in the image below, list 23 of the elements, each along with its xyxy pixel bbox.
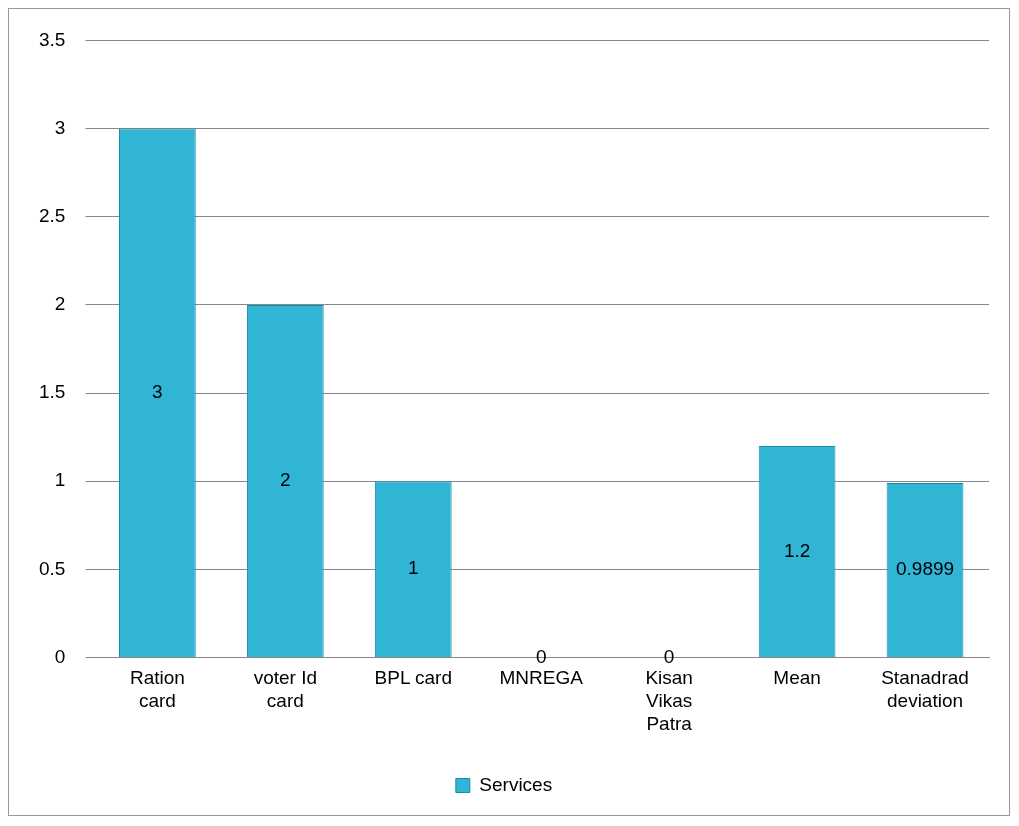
y-tick-label: 3.5 <box>38 28 66 50</box>
data-label: 0 <box>535 645 547 667</box>
y-tick-label: 1 <box>54 469 66 491</box>
y-tick-label: 0 <box>54 645 66 667</box>
data-label: 1.2 <box>783 539 811 561</box>
x-tick-label: Mean <box>773 667 821 689</box>
y-tick-label: 1.5 <box>38 381 66 403</box>
x-tick-label: voter Id card <box>253 667 318 712</box>
data-label: 0.9899 <box>895 558 955 580</box>
data-label: 0 <box>663 645 675 667</box>
y-tick-label: 2 <box>54 293 66 315</box>
data-label: 1 <box>407 557 419 579</box>
x-tick-label: Stanadrad deviation <box>881 667 969 712</box>
data-label: 2 <box>280 469 291 491</box>
x-tick-label: Kisan Vikas Patra <box>645 667 693 734</box>
y-tick-label: 3 <box>54 116 66 138</box>
x-tick-label: Ration card <box>129 667 185 712</box>
legend-label: Services <box>479 773 553 795</box>
x-tick-label: BPL card <box>374 667 452 689</box>
y-tick-label: 0.5 <box>38 557 66 579</box>
data-label: 3 <box>152 381 163 403</box>
x-tick-label: MNREGA <box>499 667 584 689</box>
y-tick-label: 2.5 <box>38 204 66 226</box>
